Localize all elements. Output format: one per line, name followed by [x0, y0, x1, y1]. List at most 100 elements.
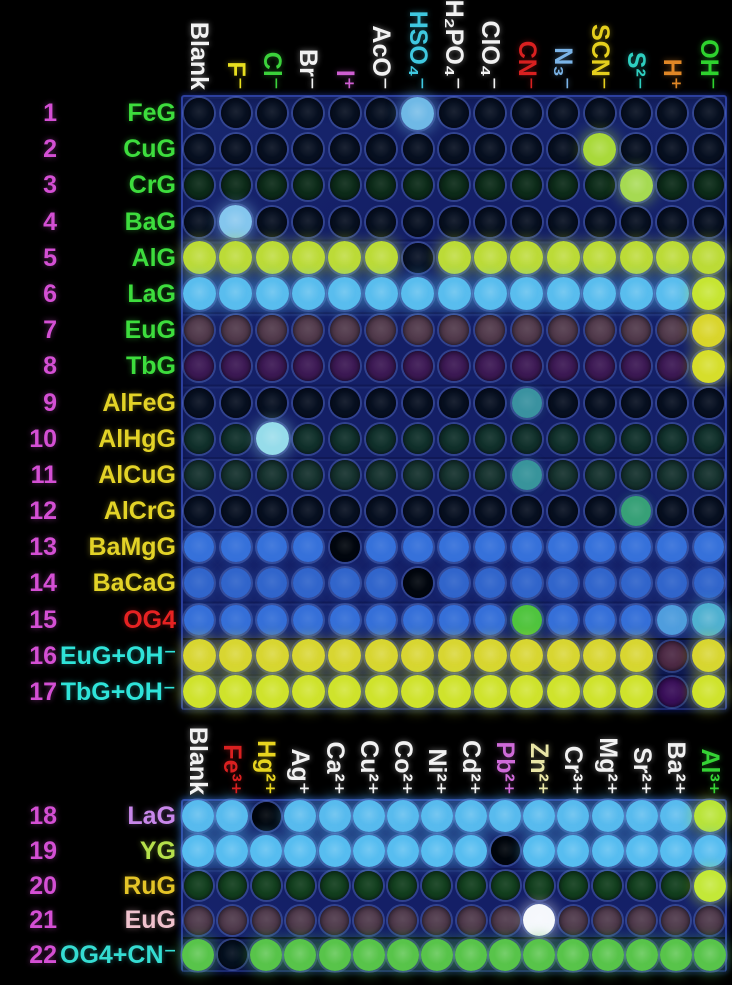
row-number: 1: [43, 99, 57, 128]
row-label: AlCrG: [103, 497, 176, 526]
spot-r10-c12: [584, 423, 615, 454]
spot-r8-c11: [548, 351, 579, 382]
spot-r12-c2: [220, 496, 251, 527]
spot-r19-c11: [523, 834, 556, 867]
spot-r13-c3: [257, 532, 287, 563]
spot-r17-c15: [692, 675, 726, 709]
spot-r13-c8: [439, 532, 469, 563]
row-label: EuG: [124, 906, 176, 935]
spot-r6-c8: [437, 277, 471, 311]
spot-r8-c14: [657, 351, 688, 382]
spot-r18-c14: [625, 800, 658, 833]
row-label: EuG: [124, 316, 176, 345]
spot-r21-c12: [558, 905, 588, 935]
spot-r18-c10: [489, 800, 522, 833]
spot-r1-c12: [584, 98, 615, 129]
col-header-bottom-7: Co²⁺: [388, 740, 417, 795]
row-label: RuG: [123, 871, 176, 900]
spot-r19-c12: [557, 834, 590, 867]
col-header-top-7: HSO₄⁻: [403, 10, 432, 90]
col-header-top-2: F⁻: [221, 61, 250, 90]
spot-r20-c16: [693, 869, 726, 902]
spot-r9-c3: [257, 387, 287, 418]
spot-r13-c10: [511, 532, 542, 563]
spot-r18-c5: [318, 800, 351, 833]
col-header-top-4: Br⁻: [294, 49, 323, 90]
spot-r8-c8: [439, 351, 469, 382]
spot-r11-c12: [584, 459, 615, 490]
spot-r11-c1: [184, 459, 215, 490]
spot-r6-c10: [510, 277, 544, 311]
spot-r11-c3: [257, 459, 287, 490]
spot-r9-c8: [439, 387, 469, 418]
spot-r1-c13: [621, 98, 651, 129]
spot-r12-c7: [402, 496, 433, 527]
col-header-bottom-9: Cd²⁺: [457, 740, 486, 795]
spot-r10-c15: [693, 423, 724, 454]
spot-r1-c1: [184, 98, 215, 129]
spot-r12-c1: [184, 496, 215, 527]
spot-r7-c8: [439, 315, 469, 346]
row-label: BaG: [124, 207, 176, 236]
spot-r21-c6: [354, 905, 384, 935]
spot-r12-c3: [257, 496, 287, 527]
spot-r11-c8: [439, 459, 469, 490]
spot-r19-c10: [490, 836, 520, 866]
spot-r20-c6: [354, 871, 384, 900]
spot-r5-c9: [473, 241, 507, 275]
spot-r1-c8: [439, 98, 469, 129]
spot-r16-c11: [546, 639, 580, 673]
spot-r5-c7: [402, 242, 433, 273]
row-number: 16: [29, 641, 57, 670]
col-header-top-13: S²⁻: [622, 51, 650, 90]
spot-r8-c4: [293, 351, 324, 382]
spot-r14-c15: [693, 568, 724, 599]
spot-r16-c2: [219, 639, 253, 673]
spot-r17-c1: [182, 675, 216, 709]
spot-r21-c13: [593, 905, 623, 935]
spot-r8-c7: [402, 351, 433, 382]
spot-r7-c13: [621, 315, 651, 346]
spot-r4-c3: [257, 206, 287, 237]
spot-r10-c10: [511, 423, 542, 454]
spot-r19-c15: [659, 834, 692, 867]
spot-r11-c7: [402, 459, 433, 490]
spot-r22-c2: [217, 940, 247, 970]
spot-r13-c5: [329, 532, 360, 563]
row-number: 18: [29, 802, 57, 831]
spot-r3-c12: [584, 170, 615, 201]
row-label: CuG: [123, 135, 176, 164]
spot-r2-c8: [439, 134, 469, 165]
spot-r11-c6: [366, 459, 397, 490]
spot-r10-c6: [366, 423, 397, 454]
spot-r18-c11: [523, 800, 556, 833]
spot-r12-c5: [329, 496, 360, 527]
col-header-bottom-1: Blank: [184, 726, 213, 795]
spot-r2-c11: [548, 134, 579, 165]
spot-r16-c15: [692, 639, 726, 673]
spot-r4-c2: [219, 205, 253, 239]
spot-r17-c2: [219, 675, 253, 709]
spot-r2-c10: [511, 134, 542, 165]
spot-r7-c4: [293, 315, 324, 346]
spot-r4-c12: [584, 206, 615, 237]
spot-r19-c4: [284, 834, 317, 867]
spot-r7-c2: [220, 315, 251, 346]
spot-r3-c4: [293, 170, 324, 201]
spot-r4-c13: [621, 206, 651, 237]
spot-r8-c3: [257, 351, 287, 382]
spot-r16-c8: [437, 639, 471, 673]
spot-r15-c14: [657, 604, 688, 635]
row-label: BaCaG: [92, 569, 176, 598]
spot-r3-c1: [184, 170, 215, 201]
spot-r21-c2: [217, 905, 247, 935]
col-header-top-12: SCN⁻: [585, 24, 614, 90]
spot-r15-c11: [548, 604, 579, 635]
spot-r18-c12: [557, 800, 590, 833]
spot-r7-c3: [257, 315, 287, 346]
spot-r5-c13: [619, 241, 653, 275]
spot-r21-c1: [183, 905, 213, 935]
spot-r1-c3: [257, 98, 287, 129]
spot-r14-c8: [439, 568, 469, 599]
spot-r18-c7: [386, 800, 419, 833]
